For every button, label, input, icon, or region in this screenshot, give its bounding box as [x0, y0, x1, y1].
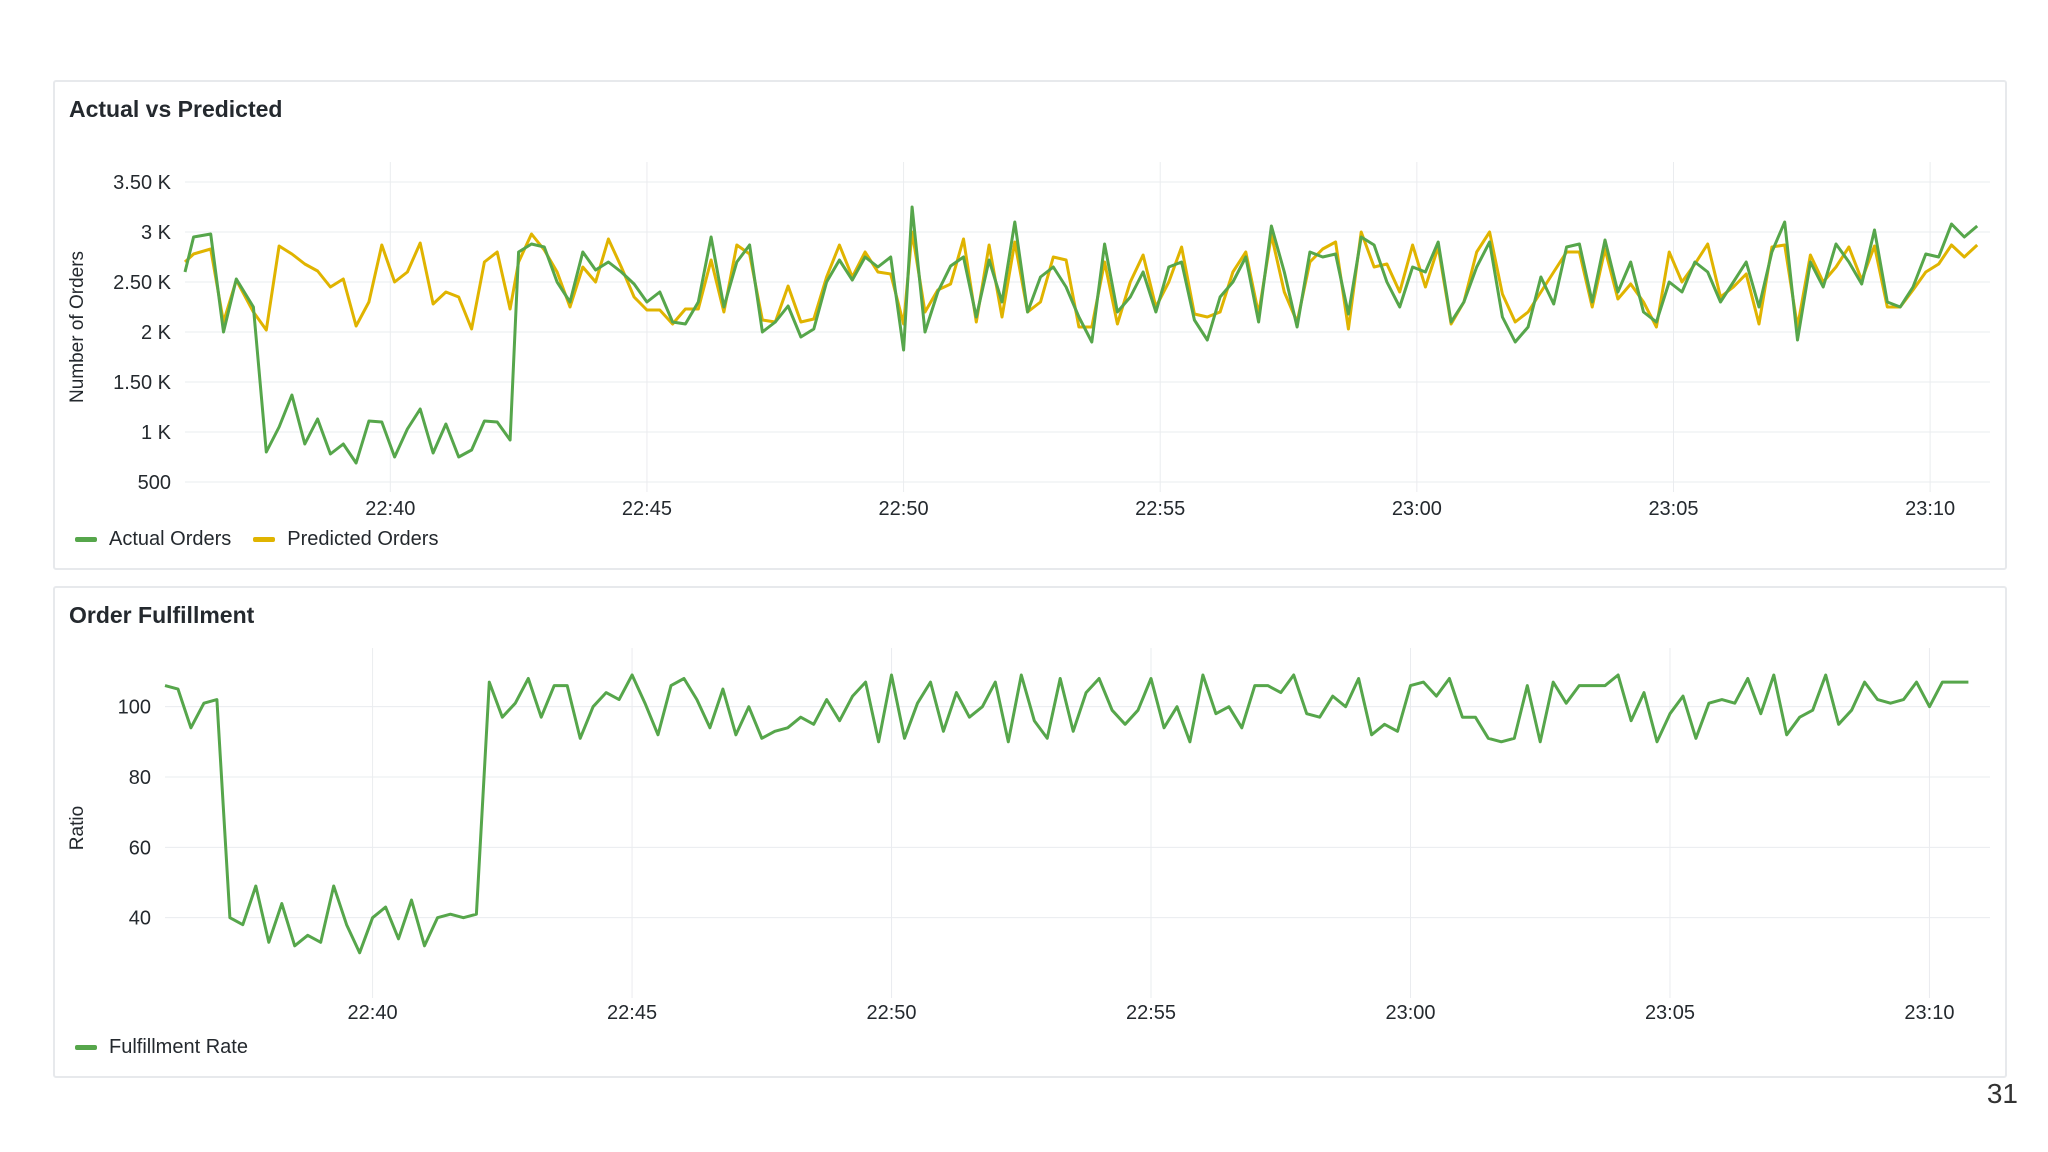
order-fulfillment-panel: Order Fulfillment 40 60 80 100 22:40 22:45 22:…	[53, 586, 2007, 1078]
legend-swatch	[75, 537, 97, 542]
actual-vs-predicted-chart: 500 1 K 1.50 K 2 K 2.50 K 3 K 3.50 K 22:40 22:45…	[67, 162, 1990, 520]
y-tick-label: 500	[138, 472, 171, 494]
legend-swatch	[253, 537, 276, 542]
x-tick-label: 23:05	[1648, 498, 1698, 520]
x-tick-label: 22:40	[365, 498, 415, 520]
panel-title: Actual vs Predicted	[69, 96, 283, 122]
x-tick-label: 22:45	[622, 498, 672, 520]
y-tick-label: 2 K	[141, 322, 172, 344]
series-line-actual-orders[interactable]	[183, 205, 1979, 465]
y-tick-label: 2.50 K	[113, 272, 171, 294]
legend-label: Predicted Orders	[287, 528, 439, 550]
y-tick-label: 40	[129, 908, 151, 930]
legend: Actual Orders Predicted Orders	[75, 528, 438, 551]
x-tick-label: 23:00	[1392, 498, 1442, 520]
y-tick-label: 3.50 K	[113, 172, 171, 194]
y-tick-label: 3 K	[141, 222, 172, 244]
y-tick-label: 80	[129, 767, 151, 789]
x-tick-label: 23:05	[1645, 1002, 1695, 1024]
y-tick-label: 60	[129, 837, 151, 859]
legend-item-predicted-orders[interactable]: Predicted Orders	[253, 528, 438, 551]
page-number: 31	[1986, 1078, 2018, 1109]
panel-title: Order Fulfillment	[69, 602, 255, 628]
x-tick-label: 23:10	[1905, 498, 1955, 520]
x-tick-label: 22:50	[867, 1002, 917, 1024]
legend: Fulfillment Rate	[75, 1036, 248, 1059]
y-tick-label: 1 K	[141, 422, 172, 444]
series-line-fulfillment-rate[interactable]	[164, 673, 1969, 955]
legend-item-fulfillment-rate[interactable]: Fulfillment Rate	[75, 1036, 248, 1059]
x-tick-label: 22:55	[1135, 498, 1185, 520]
x-tick-label: 23:10	[1904, 1002, 1954, 1024]
x-tick-label: 22:55	[1126, 1002, 1176, 1024]
y-axis-label: Number of Orders	[67, 251, 88, 403]
x-tick-label: 22:40	[348, 1002, 398, 1024]
order-fulfillment-chart: 40 60 80 100 22:40 22:45 22:50 22:55 23:00 23:05 2…	[67, 648, 1990, 1024]
x-tick-label: 23:00	[1385, 1002, 1435, 1024]
y-tick-label: 1.50 K	[113, 372, 171, 394]
legend-item-actual-orders[interactable]: Actual Orders	[75, 528, 231, 551]
actual-vs-predicted-panel: Actual vs Predicted 500 1 K 1.50 K 2 K 2.50 …	[53, 80, 2007, 570]
legend-label: Fulfillment Rate	[109, 1036, 248, 1058]
series-line-predicted-orders[interactable]	[183, 230, 1979, 332]
legend-swatch	[75, 1045, 97, 1050]
y-tick-label: 100	[118, 697, 151, 719]
x-tick-label: 22:50	[879, 498, 929, 520]
x-tick-label: 22:45	[607, 1002, 657, 1024]
y-axis-label: Ratio	[67, 806, 88, 850]
legend-label: Actual Orders	[109, 528, 232, 550]
